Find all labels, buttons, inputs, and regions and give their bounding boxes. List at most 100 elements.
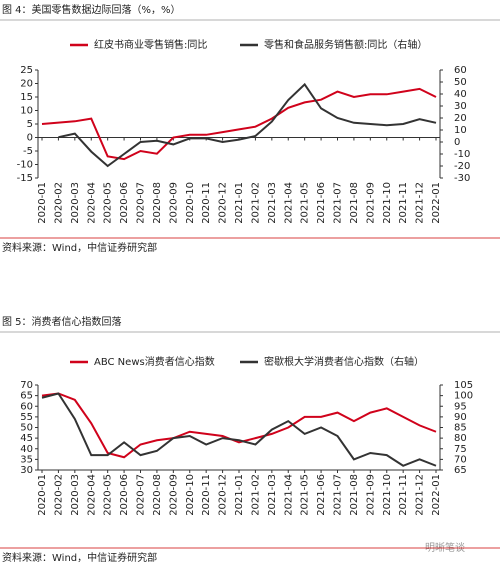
- y-tick-label: 50: [20, 423, 33, 434]
- legend-label: 零售和食品服务销售额:同比（右轴）: [264, 38, 427, 51]
- x-tick-label: 2020-10: [185, 182, 196, 224]
- x-tick-label: 2020-11: [201, 182, 212, 224]
- x-tick-label: 2021-04: [283, 182, 294, 224]
- y2-tick-label: 90: [454, 412, 467, 423]
- x-tick-label: 2021-01: [234, 182, 245, 224]
- x-tick-label: 2021-07: [333, 474, 344, 516]
- x-tick-label: 2021-06: [316, 182, 327, 224]
- y2-tick-label: 0: [454, 137, 460, 148]
- source-note: 资料来源：Wind，中信证券研究部: [2, 551, 157, 564]
- x-tick-label: 2021-05: [300, 182, 311, 224]
- x-tick-label: 2021-02: [250, 474, 261, 516]
- x-tick-label: 2021-08: [349, 474, 360, 516]
- y-tick-label: 70: [20, 380, 33, 391]
- x-tick-label: 2020-11: [201, 474, 212, 516]
- y2-tick-label: 30: [454, 101, 467, 112]
- y-tick-label: 25: [20, 65, 33, 76]
- x-tick-label: 2020-08: [152, 182, 163, 224]
- x-tick-label: 2021-11: [398, 474, 409, 516]
- y-tick-label: 35: [20, 454, 33, 465]
- y2-tick-label: 95: [454, 401, 467, 412]
- x-tick-label: 2021-02: [250, 182, 261, 224]
- series-line: [58, 82, 437, 168]
- x-tick-label: 2020-01: [37, 474, 48, 516]
- y2-tick-label: 70: [454, 454, 467, 465]
- y2-tick-label: 50: [454, 77, 467, 88]
- x-tick-label: 2020-06: [119, 474, 130, 516]
- y-tick-label: 60: [20, 401, 33, 412]
- x-tick-label: 2021-09: [365, 474, 376, 516]
- watermark: 明晰笔谈: [425, 541, 465, 554]
- y-tick-label: -5: [23, 146, 33, 157]
- x-tick-label: 2020-07: [136, 182, 147, 224]
- x-tick-label: 2021-03: [267, 474, 278, 516]
- figure-title: 图 5：消费者信心指数回落: [2, 315, 122, 328]
- x-tick-label: 2021-09: [365, 182, 376, 224]
- x-tick-label: 2021-12: [415, 182, 426, 224]
- y-tick-label: 40: [20, 444, 33, 455]
- x-tick-label: 2020-10: [185, 474, 196, 516]
- y-tick-label: 45: [20, 433, 33, 444]
- x-tick-label: 2020-01: [37, 182, 48, 224]
- x-tick-label: 2020-05: [103, 182, 114, 224]
- x-tick-label: 2022-01: [431, 474, 442, 516]
- y2-tick-label: 85: [454, 423, 467, 434]
- y2-tick-label: 40: [454, 89, 467, 100]
- y-tick-label: 65: [20, 391, 33, 402]
- x-tick-label: 2021-07: [333, 182, 344, 224]
- y2-tick-label: -20: [454, 161, 470, 172]
- figure-title: 图 4：美国零售数据边际回落（%，%）: [2, 3, 181, 16]
- y2-tick-label: 20: [454, 113, 467, 124]
- y2-tick-label: -10: [454, 149, 470, 160]
- x-tick-label: 2022-01: [431, 182, 442, 224]
- x-tick-label: 2020-04: [86, 182, 97, 224]
- x-tick-label: 2021-03: [267, 182, 278, 224]
- x-tick-label: 2021-04: [283, 474, 294, 516]
- x-tick-label: 2020-05: [103, 474, 114, 516]
- x-tick-label: 2020-04: [86, 474, 97, 516]
- y2-tick-label: 60: [454, 65, 467, 76]
- legend-label: 密歇根大学消费者信心指数（右轴）: [264, 355, 424, 368]
- x-tick-label: 2020-03: [70, 474, 81, 516]
- x-tick-label: 2020-02: [53, 182, 64, 224]
- x-tick-label: 2020-06: [119, 182, 130, 224]
- x-tick-label: 2021-11: [398, 182, 409, 224]
- y2-tick-label: 80: [454, 433, 467, 444]
- legend-label: 红皮书商业零售销售:同比: [94, 38, 207, 51]
- legend-label: ABC News消费者信心指数: [94, 355, 215, 368]
- x-tick-label: 2021-12: [415, 474, 426, 516]
- y2-tick-label: 100: [454, 391, 473, 402]
- y-tick-label: 20: [20, 79, 33, 90]
- y-tick-label: -10: [17, 160, 33, 171]
- y2-tick-label: 10: [454, 125, 467, 136]
- y-tick-label: 0: [27, 133, 33, 144]
- x-tick-label: 2020-12: [218, 182, 229, 224]
- x-tick-label: 2020-08: [152, 474, 163, 516]
- x-tick-label: 2020-03: [70, 182, 81, 224]
- y-tick-label: 55: [20, 412, 33, 423]
- y-tick-label: 10: [20, 106, 33, 117]
- y-tick-label: 30: [20, 465, 33, 476]
- y-tick-label: 15: [20, 92, 33, 103]
- x-tick-label: 2020-07: [136, 474, 147, 516]
- y2-tick-label: 75: [454, 444, 467, 455]
- y2-tick-label: 105: [454, 380, 473, 391]
- y-tick-label: -15: [17, 173, 33, 184]
- x-tick-label: 2020-12: [218, 474, 229, 516]
- series-line: [41, 392, 437, 467]
- y2-tick-label: -30: [454, 173, 470, 184]
- x-tick-label: 2021-10: [382, 474, 393, 516]
- source-note: 资料来源：Wind，中信证券研究部: [2, 241, 157, 254]
- series-line: [41, 87, 437, 161]
- x-tick-label: 2021-06: [316, 474, 327, 516]
- x-tick-label: 2021-05: [300, 474, 311, 516]
- x-tick-label: 2021-10: [382, 182, 393, 224]
- y-tick-label: 5: [27, 119, 33, 130]
- x-tick-label: 2021-01: [234, 474, 245, 516]
- x-tick-label: 2021-08: [349, 182, 360, 224]
- series-line: [41, 392, 437, 459]
- x-tick-label: 2020-02: [53, 474, 64, 516]
- x-tick-label: 2020-09: [168, 182, 179, 224]
- x-tick-label: 2020-09: [168, 474, 179, 516]
